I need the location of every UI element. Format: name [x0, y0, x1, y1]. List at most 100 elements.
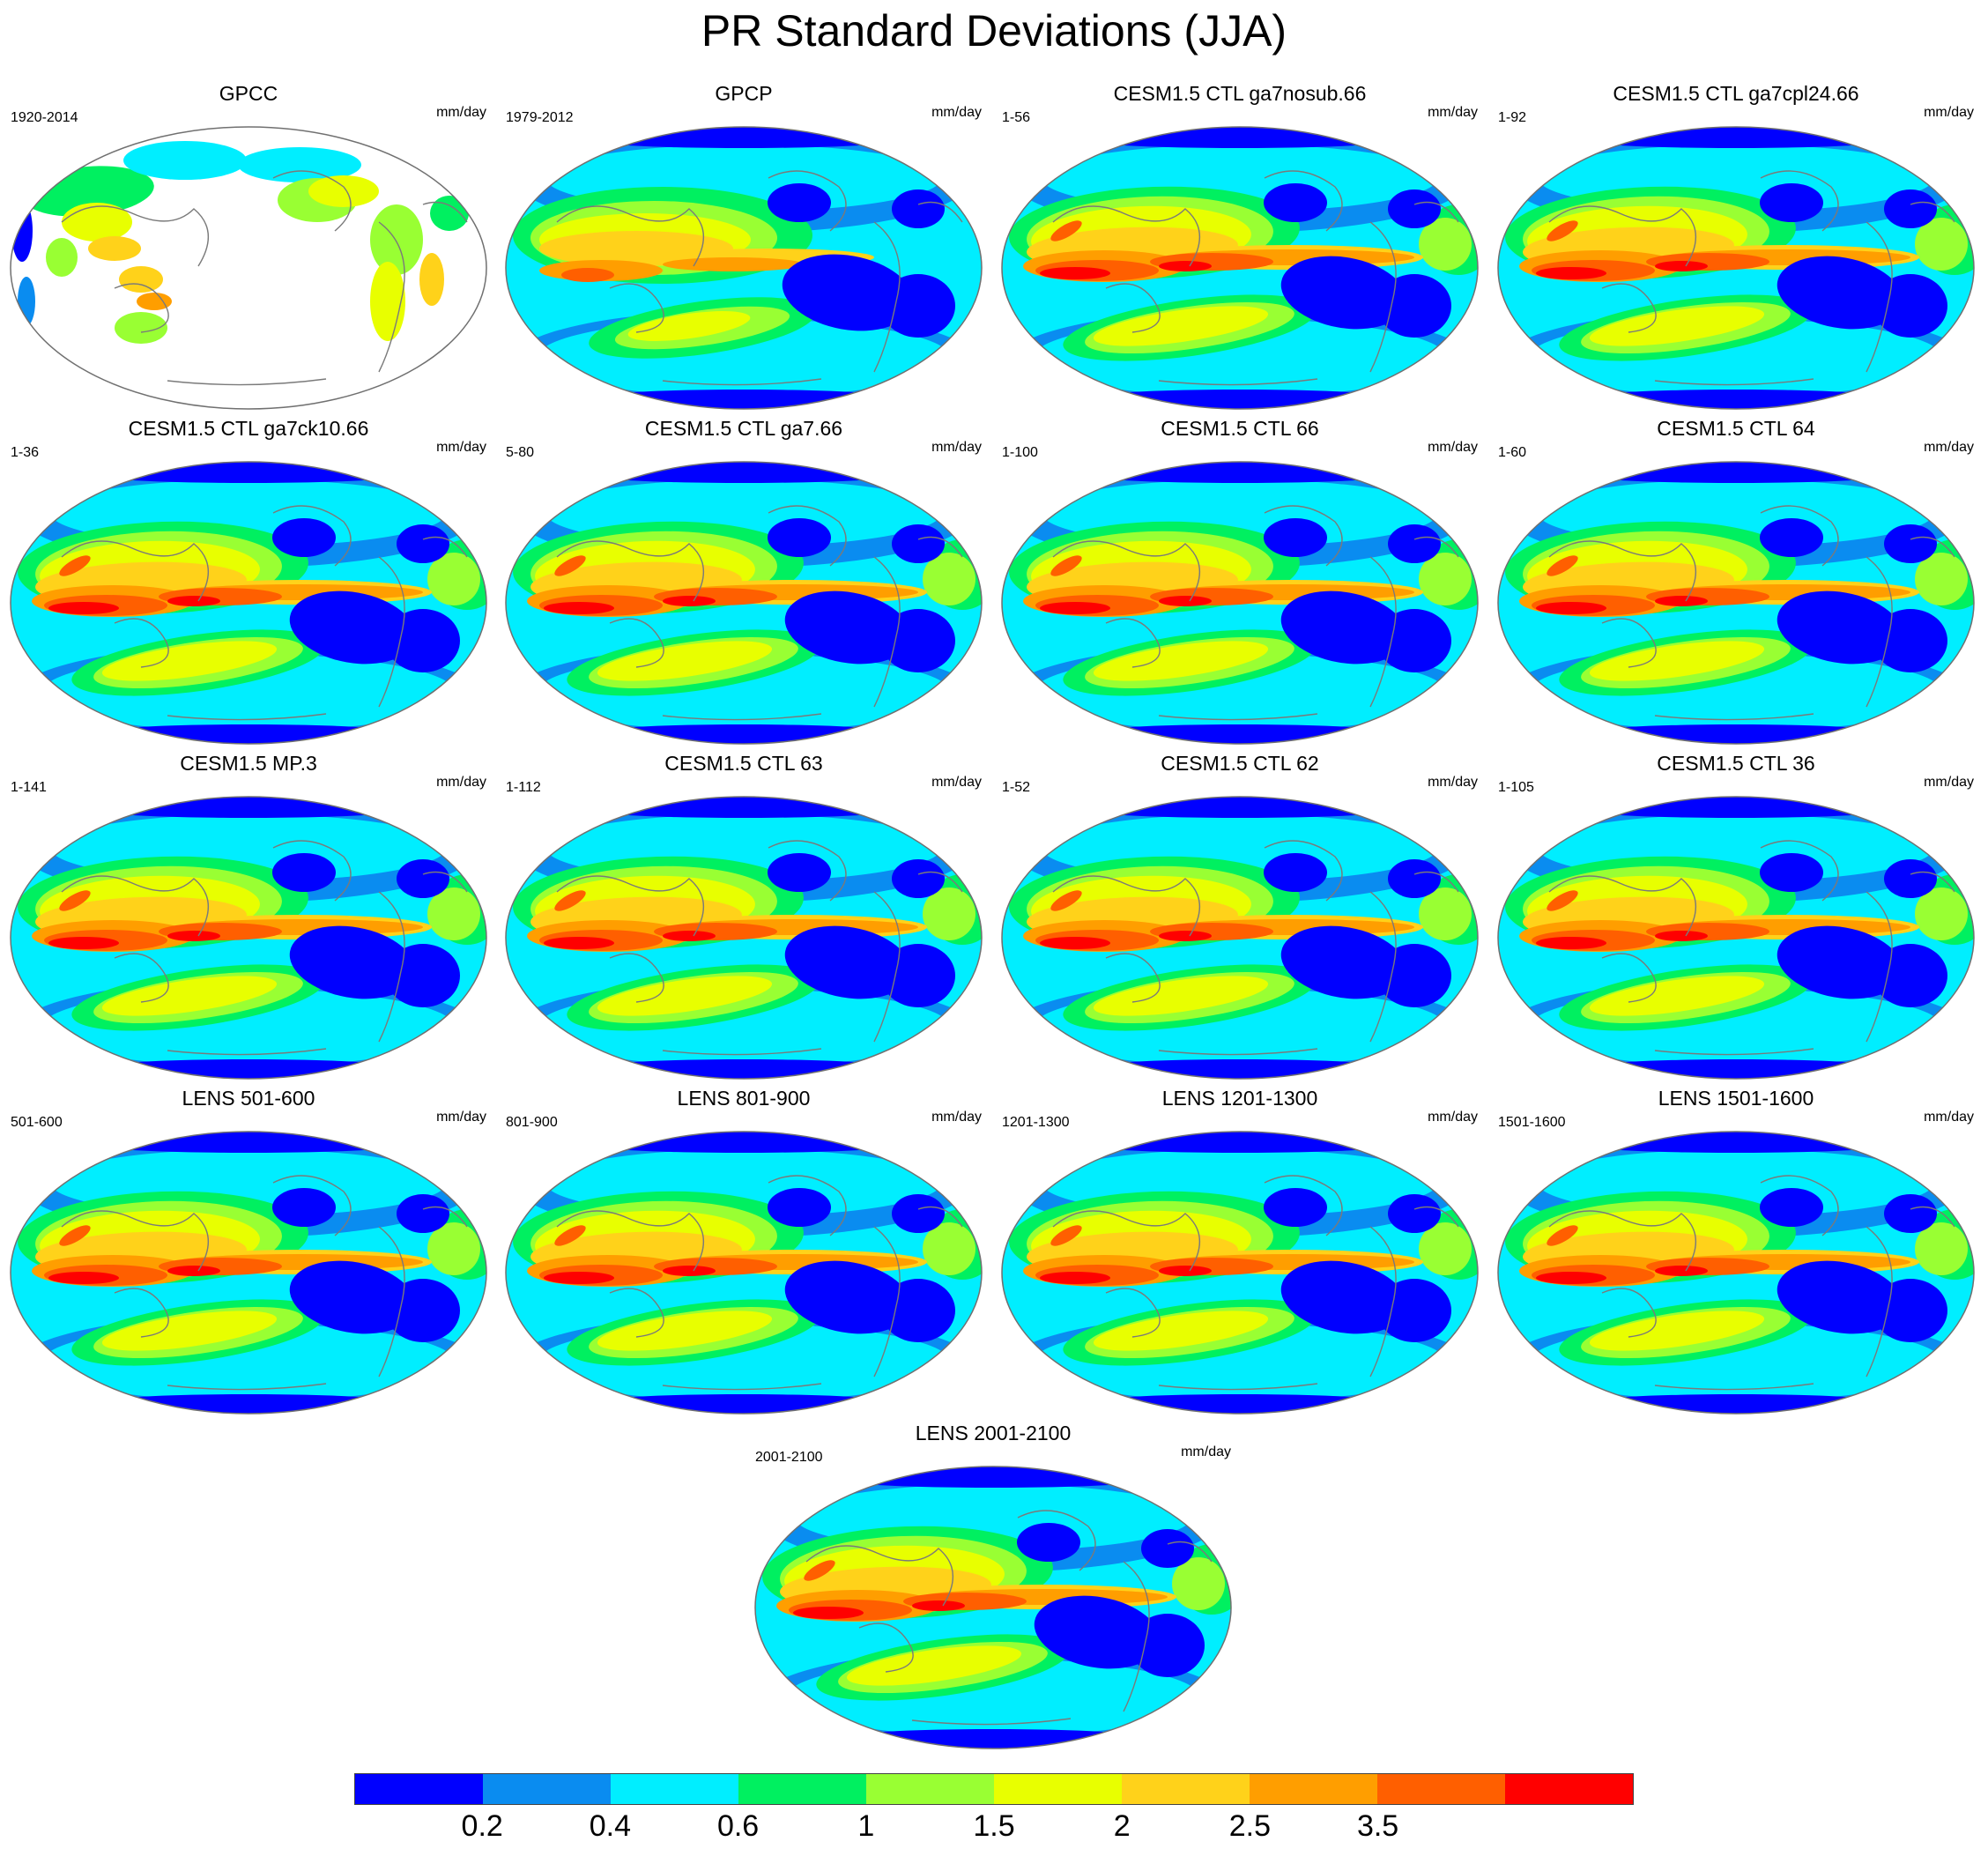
panel-title: CESM1.5 CTL 62	[1161, 752, 1319, 775]
map-panel: CESM1.5 CTL 64 1-60 mm/day	[1489, 416, 1983, 751]
map-model	[1001, 796, 1479, 1080]
coastline	[1369, 556, 1397, 708]
precip-contour	[370, 262, 405, 341]
precip-contour	[561, 268, 614, 282]
map-model	[1001, 461, 1479, 745]
coastline	[378, 1226, 405, 1377]
precip-contour	[1159, 1266, 1212, 1276]
coastline	[1866, 221, 1893, 373]
panel-title: GPCP	[715, 82, 773, 105]
precip-contour	[427, 1222, 480, 1275]
coastline	[422, 536, 468, 558]
precip-contour	[1050, 555, 1082, 576]
coastline	[609, 1288, 664, 1338]
precip-contour	[1915, 1222, 1968, 1275]
panel-units: mm/day	[1428, 775, 1478, 790]
precip-contour	[1536, 602, 1606, 614]
coastline	[609, 953, 664, 1003]
precip-contour	[1760, 1188, 1823, 1227]
precip-contour	[1560, 797, 1912, 818]
precip-contour	[768, 853, 831, 892]
precip-contour	[386, 609, 460, 672]
coastline	[1052, 540, 1201, 602]
precip-contour	[1884, 524, 1937, 563]
map-border	[1001, 126, 1479, 410]
precip-contour	[1884, 859, 1937, 898]
precip-contour	[1017, 1523, 1080, 1562]
map-panel: CESM1.5 CTL ga7ck10.66 1-36 mm/day	[2, 416, 495, 751]
coastline	[422, 201, 468, 223]
precip-contour	[272, 853, 336, 892]
precip-contour	[554, 1225, 586, 1246]
coastline	[1760, 840, 1839, 902]
precip-contour	[576, 724, 911, 744]
precip-contour	[1569, 1059, 1903, 1079]
precip-contour	[1388, 1194, 1441, 1233]
precip-contour	[1777, 590, 1903, 665]
precip-contour	[892, 1194, 945, 1233]
map-border	[1001, 461, 1479, 745]
precip-contour	[123, 141, 247, 180]
map-panel: CESM1.5 CTL ga7.66 5-80 mm/day	[497, 416, 990, 751]
coastline	[1264, 170, 1343, 232]
precip-contour	[1569, 724, 1903, 744]
precip-contour	[115, 312, 167, 344]
precip-contour	[1873, 274, 1947, 338]
precip-contour	[892, 859, 945, 898]
precip-contour	[1419, 553, 1472, 605]
precip-contour	[1419, 887, 1472, 940]
precip-contour	[72, 462, 425, 483]
map-border	[754, 1466, 1232, 1749]
precip-contour	[1064, 797, 1416, 818]
precip-contour	[1884, 1194, 1937, 1233]
precip-contour	[627, 311, 751, 341]
colorbar-tick-label: 1.5	[973, 1809, 1015, 1843]
coastline	[167, 1048, 327, 1056]
precip-contour	[544, 937, 614, 949]
precip-contour	[567, 462, 920, 483]
precip-contour	[1093, 976, 1269, 1016]
map-model	[1497, 461, 1975, 745]
panel-year-range: 801-900	[506, 1115, 558, 1130]
precip-contour	[1280, 590, 1407, 665]
precip-contour	[1777, 1260, 1903, 1334]
precip-contour	[1050, 1225, 1082, 1246]
coastline	[1760, 170, 1839, 232]
coastline	[61, 205, 210, 267]
precip-contour	[881, 944, 955, 1007]
precip-contour	[1655, 1266, 1708, 1276]
panel-units: mm/day	[436, 775, 486, 790]
precip-contour	[1040, 937, 1110, 949]
precip-contour	[1280, 256, 1407, 330]
coastline	[378, 891, 405, 1043]
precip-contour	[554, 890, 586, 911]
coastline	[1654, 1048, 1814, 1056]
precip-contour	[48, 937, 119, 949]
map-model	[10, 796, 487, 1080]
map-panel: CESM1.5 CTL 66 1-100 mm/day	[993, 416, 1487, 751]
panel-units: mm/day	[1924, 105, 1974, 120]
colorbar-segment	[1250, 1774, 1377, 1804]
coastline	[61, 540, 210, 602]
coastline	[61, 875, 210, 937]
coastline	[768, 1175, 847, 1236]
coastline	[1413, 536, 1459, 558]
coastline	[1123, 1561, 1150, 1712]
coastline	[1413, 201, 1459, 223]
coastline	[167, 378, 327, 386]
panel-year-range: 501-600	[11, 1115, 63, 1130]
panel-title: CESM1.5 CTL ga7ck10.66	[128, 417, 369, 440]
precip-contour	[1280, 925, 1407, 999]
coastline	[873, 891, 901, 1043]
panel-title: LENS 501-600	[182, 1087, 315, 1110]
precip-contour	[62, 203, 132, 241]
panel-units: mm/day	[1428, 1110, 1478, 1125]
precip-contour	[167, 596, 220, 606]
colorbar-tick-label: 1	[857, 1809, 875, 1843]
coastline	[873, 556, 901, 708]
precip-contour	[567, 797, 920, 818]
panel-units: mm/day	[1924, 775, 1974, 790]
coastline	[114, 1288, 169, 1338]
precip-contour	[1915, 218, 1968, 271]
coastline	[556, 1210, 705, 1272]
